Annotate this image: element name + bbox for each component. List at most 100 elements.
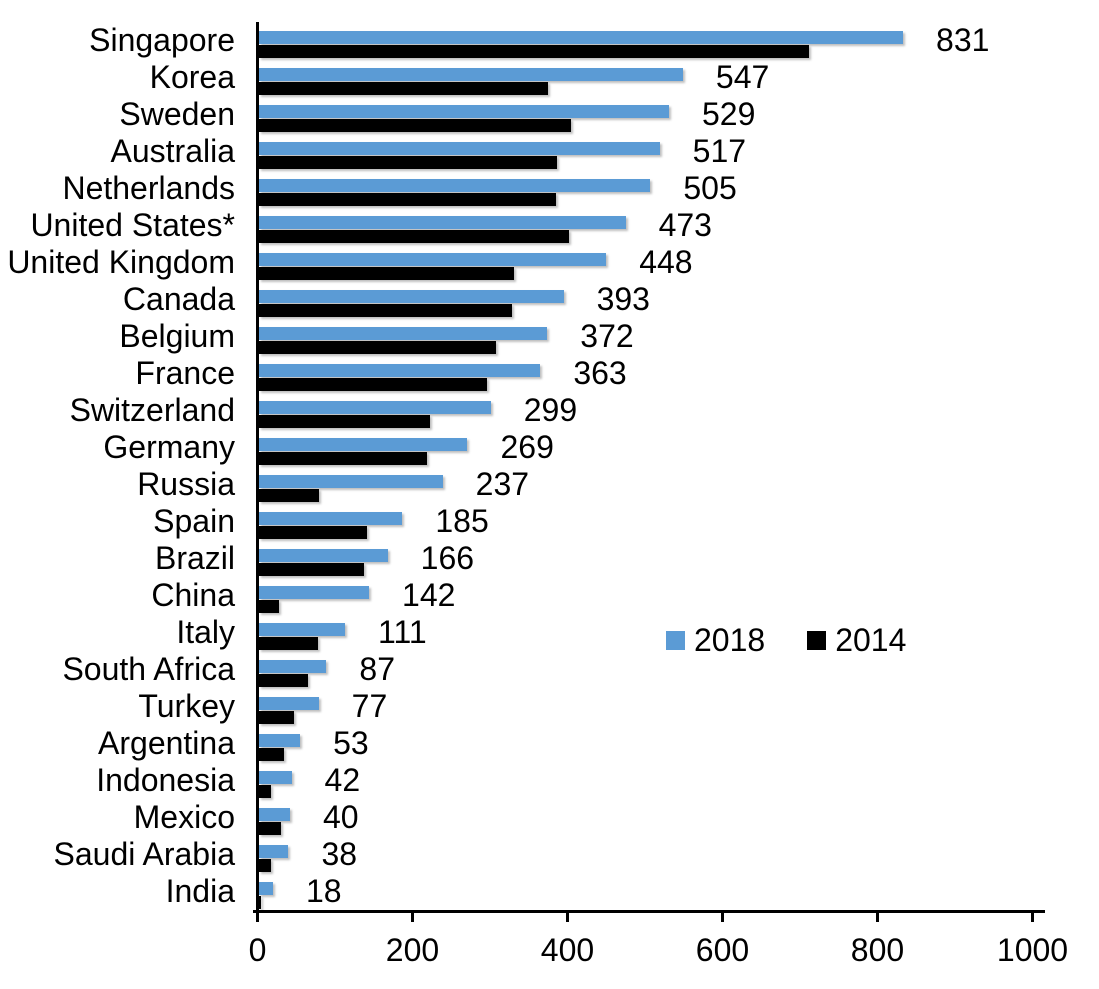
chart-row: China 142 bbox=[0, 577, 1099, 614]
bar-group: 505 bbox=[259, 170, 1099, 207]
bar-2014 bbox=[259, 489, 319, 502]
bar-2014 bbox=[259, 45, 810, 58]
chart-row: Belgium 372 bbox=[0, 318, 1099, 355]
bar-2014 bbox=[259, 563, 365, 576]
value-label: 299 bbox=[523, 392, 578, 428]
bar-2018 bbox=[259, 290, 564, 303]
x-axis-tick-label: 400 bbox=[540, 932, 595, 968]
bar-2014 bbox=[259, 674, 308, 687]
bar-2018 bbox=[259, 327, 548, 340]
value-label: 473 bbox=[658, 207, 712, 243]
bar-2018 bbox=[259, 623, 346, 636]
bar-group: 363 bbox=[259, 355, 1099, 392]
bar-group: 53 bbox=[259, 725, 1099, 762]
bar-group: 38 bbox=[259, 836, 1099, 873]
value-label: 505 bbox=[683, 170, 737, 206]
bar-2018 bbox=[259, 438, 468, 451]
x-axis-tick bbox=[566, 913, 569, 922]
bar-2014 bbox=[259, 267, 514, 280]
value-label: 18 bbox=[305, 873, 342, 909]
x-axis-tick-label: 0 bbox=[248, 932, 267, 968]
bar-group: 529 bbox=[259, 96, 1099, 133]
bar-2014 bbox=[259, 748, 284, 761]
x-axis-tick-label: 1000 bbox=[996, 932, 1069, 968]
value-label: 142 bbox=[402, 577, 456, 613]
bar-2018 bbox=[259, 105, 669, 118]
category-label: Singapore bbox=[89, 22, 235, 58]
legend-swatch-2018 bbox=[666, 630, 685, 650]
bar-2014 bbox=[259, 600, 280, 613]
x-axis-tick-label: 600 bbox=[695, 932, 750, 968]
chart-row: Russia 237 bbox=[0, 466, 1099, 503]
category-label: Turkey bbox=[138, 688, 235, 724]
bar-2014 bbox=[259, 711, 294, 724]
bar-2014 bbox=[259, 896, 262, 909]
chart-row: Argentina 53 bbox=[0, 725, 1099, 762]
chart-row: India 18 bbox=[0, 873, 1099, 910]
bar-2018 bbox=[259, 475, 443, 488]
value-label: 529 bbox=[701, 96, 756, 132]
value-label: 53 bbox=[333, 725, 369, 761]
chart-row: Switzerland 299 bbox=[0, 392, 1099, 429]
bar-2014 bbox=[259, 859, 271, 872]
x-axis-tick bbox=[411, 913, 414, 922]
bar-group: 18 bbox=[259, 873, 1099, 910]
chart-row: Saudi Arabia 38 bbox=[0, 836, 1099, 873]
x-axis-tick bbox=[876, 913, 879, 922]
chart-row: Mexico 40 bbox=[0, 799, 1099, 836]
x-axis-tick-label: 800 bbox=[850, 932, 905, 968]
chart-row: Netherlands 505 bbox=[0, 170, 1099, 207]
bar-group: 547 bbox=[259, 59, 1099, 96]
value-label: 185 bbox=[435, 503, 489, 539]
bar-2014 bbox=[259, 378, 487, 391]
bar-group: 42 bbox=[259, 762, 1099, 799]
bar-2018 bbox=[259, 882, 273, 895]
bar-2018 bbox=[259, 697, 319, 710]
bar-2018 bbox=[259, 31, 904, 44]
category-label: Australia bbox=[110, 133, 236, 169]
category-label: Germany bbox=[103, 429, 235, 465]
legend: 2018 2014 bbox=[666, 620, 906, 660]
value-label: 237 bbox=[475, 466, 530, 502]
x-axis-tick bbox=[256, 913, 259, 922]
chart-row: Australia 517 bbox=[0, 133, 1099, 170]
chart-row: South Africa 87 bbox=[0, 651, 1099, 688]
category-label: Korea bbox=[149, 59, 235, 95]
bar-2018 bbox=[259, 216, 626, 229]
value-label: 831 bbox=[936, 22, 990, 58]
category-label: China bbox=[151, 577, 235, 613]
category-label: Sweden bbox=[119, 96, 235, 132]
bar-group: 269 bbox=[259, 429, 1099, 466]
bar-2018 bbox=[259, 660, 327, 673]
legend-label-2014: 2014 bbox=[835, 621, 907, 658]
category-label: Indonesia bbox=[96, 762, 235, 798]
category-label: United Kingdom bbox=[7, 244, 235, 280]
x-axis-tick bbox=[1031, 913, 1034, 922]
bar-group: 372 bbox=[259, 318, 1099, 355]
category-label: Canada bbox=[122, 281, 235, 317]
category-label: India bbox=[165, 873, 235, 909]
chart-row: Italy 111 bbox=[0, 614, 1099, 651]
category-label: Argentina bbox=[98, 725, 235, 761]
chart-row: United States* 473 bbox=[0, 207, 1099, 244]
chart-row: Korea 547 bbox=[0, 59, 1099, 96]
category-label: Italy bbox=[176, 614, 235, 650]
bar-2018 bbox=[259, 549, 388, 562]
bar-group: 40 bbox=[259, 799, 1099, 836]
value-label: 87 bbox=[359, 651, 396, 687]
category-label: Brazil bbox=[154, 540, 235, 576]
x-axis-line bbox=[253, 910, 1045, 913]
chart-row: United Kingdom 448 bbox=[0, 244, 1099, 281]
bar-group: 87 bbox=[259, 651, 1099, 688]
value-label: 269 bbox=[500, 429, 554, 465]
bar-2014 bbox=[259, 637, 318, 650]
chart-row: Brazil 166 bbox=[0, 540, 1099, 577]
x-axis-tick-label: 200 bbox=[385, 932, 440, 968]
bar-2014 bbox=[259, 304, 513, 317]
category-label: Saudi Arabia bbox=[53, 836, 235, 872]
value-label: 393 bbox=[596, 281, 650, 317]
category-label: Switzerland bbox=[69, 392, 235, 428]
value-label: 448 bbox=[639, 244, 693, 280]
chart-row: Canada 393 bbox=[0, 281, 1099, 318]
